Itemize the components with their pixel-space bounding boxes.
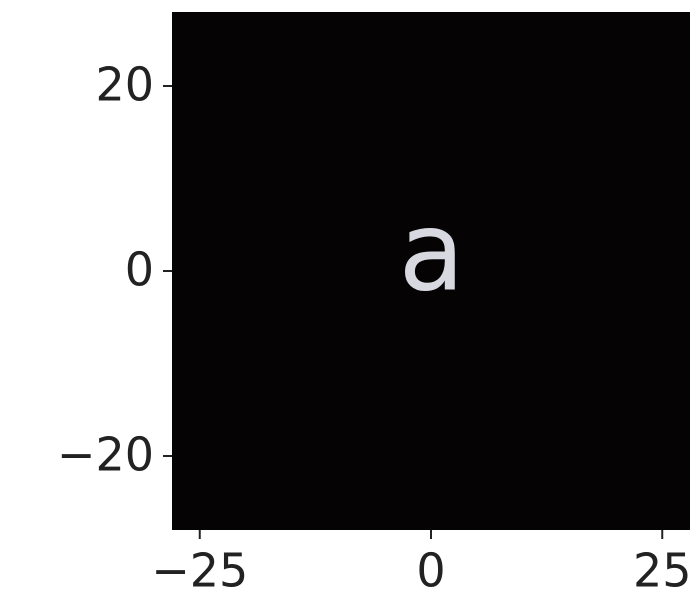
y-tick-label: −20 xyxy=(57,428,154,482)
chart: a −25 0 25 −20 0 20 xyxy=(0,0,699,605)
y-tick-label: 0 xyxy=(125,243,154,297)
image-glyph: a xyxy=(398,187,464,315)
y-tick-label: 20 xyxy=(95,58,154,112)
x-tick-label: 0 xyxy=(416,544,445,598)
page: a−25025−20020 (() => { const data = JSON… xyxy=(0,0,699,605)
x-tick-label: 25 xyxy=(633,544,692,598)
x-tick-label: −25 xyxy=(151,544,248,598)
